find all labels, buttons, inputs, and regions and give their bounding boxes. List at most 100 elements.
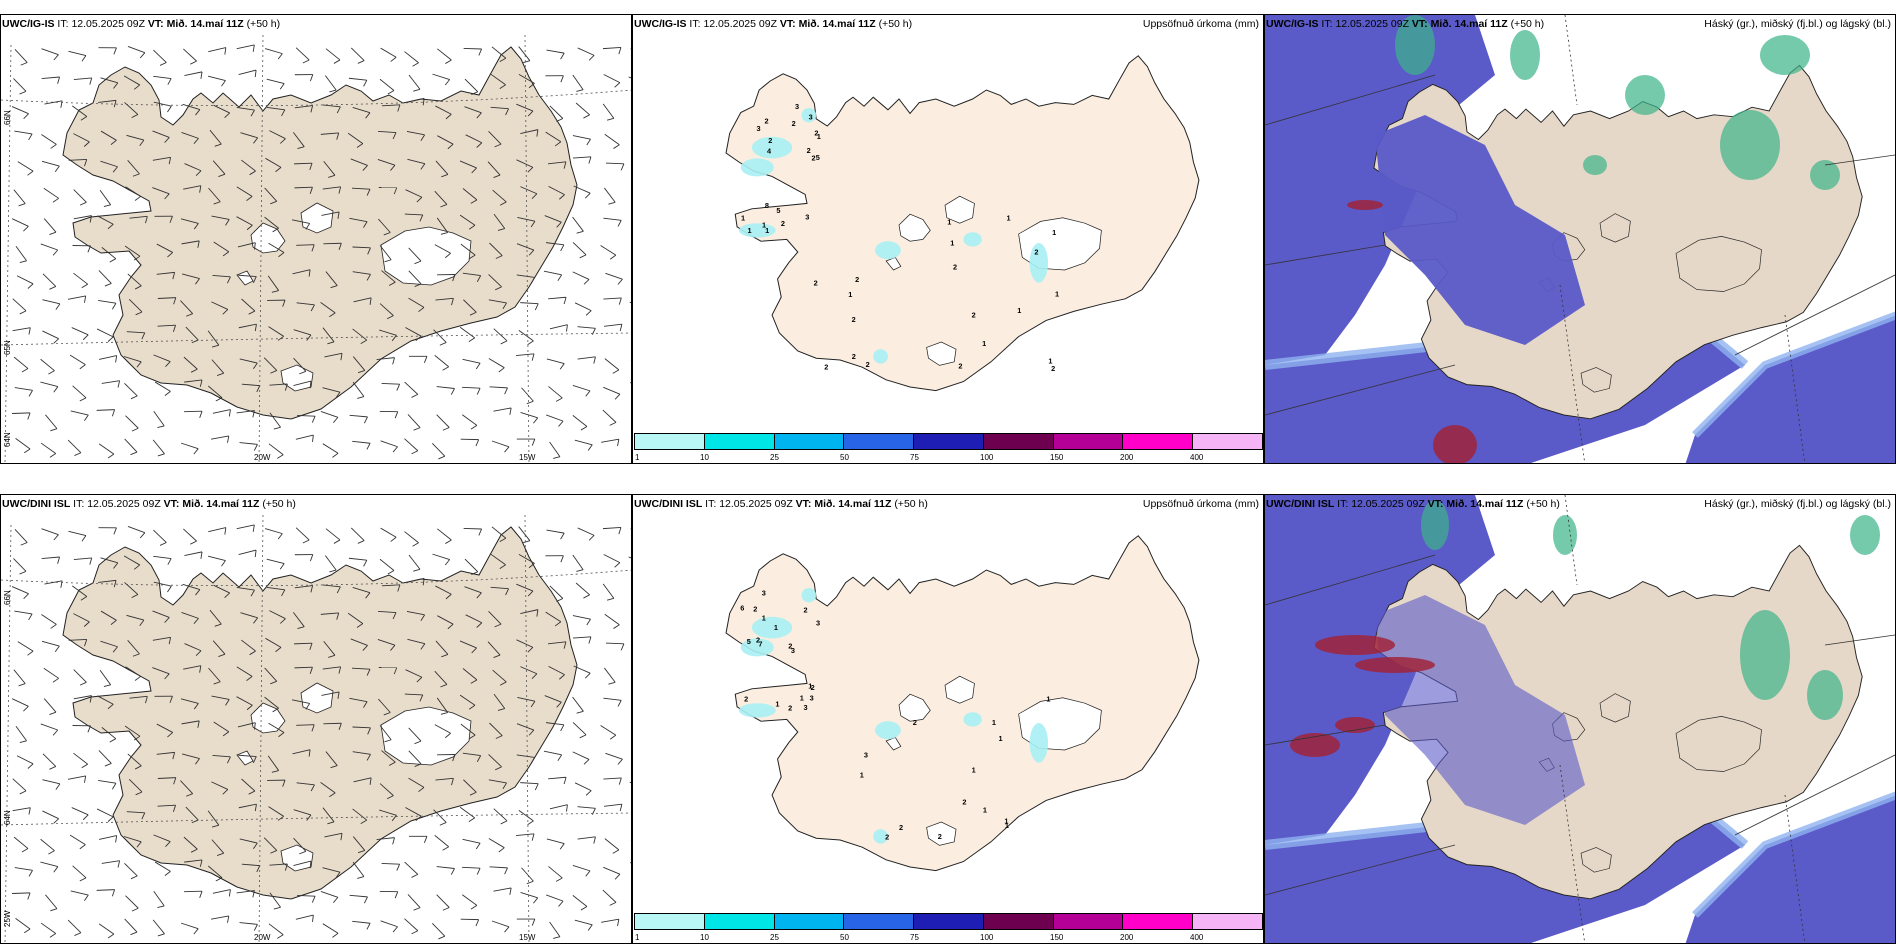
cloud-title: Háský (gr.), miðský (fj.bl.) og lágský (… [1704,18,1891,30]
lon-label-15w: 15W [519,933,536,942]
precip-value-label: 3 [805,213,809,222]
lat-label-65: 65N [3,340,12,355]
legend-swatch [1053,434,1124,449]
precip-value-label: 1 [762,614,766,623]
precip-value-label: 2 [852,315,856,324]
precip-value-label: 3 [795,102,799,111]
precip-value-label: 2 [788,704,792,713]
precip-value-label: 2 [814,278,818,287]
precip-value-label: 3 [762,589,766,598]
panel-title: UWC/IG-IS IT: 12.05.2025 09Z VT: Mið. 14… [634,18,913,30]
legend-swatch [1193,434,1263,449]
precip-value-label: 2 [788,642,792,651]
legend-swatch [774,434,845,449]
precip-value-label: 2 [913,718,917,727]
precip-value-label: 1 [947,218,951,227]
precip-value-label: 1 [1052,228,1056,237]
legend-tick-label: 200 [1120,933,1134,942]
precip-value-label: 5 [747,637,751,646]
precip-value-label: 3 [804,703,808,712]
lon-label-20w: 20W [254,453,271,462]
cloud-title: Háský (gr.), miðský (fj.bl.) og lágský (… [1704,498,1891,510]
legend-tick-label: 200 [1120,453,1134,462]
precip-value-label: 1 [808,681,812,690]
precip-value-label: 7 [758,640,762,649]
precip-value-label: 1 [950,238,954,247]
legend-tick-label: 150 [1050,933,1064,942]
precip-value-label: 3 [791,646,795,655]
precip-value-label: 1 [983,805,987,814]
precip-value-label: 1 [1004,817,1008,826]
precip-value-label: 1 [1046,695,1050,704]
precip-value-label: 3 [816,618,820,627]
lat-label-64: 64N [632,800,635,815]
legend-swatch [1053,914,1124,929]
legend-tick-label: 10 [700,453,709,462]
precip-value-label: 2 [781,219,785,228]
precip-value-label: 3 [864,750,868,759]
precip-value-label: 2 [852,352,856,361]
wind-map-panel-bottom: UWC/DINI ISL IT: 12.05.2025 09Z VT: Mið.… [0,494,632,944]
precip-value-label: 2 [753,605,757,614]
lat-label-66: 66N [3,590,12,605]
lat-label-25w: 25W [3,910,12,927]
legend-tick-label: 75 [910,933,919,942]
precip-legend [634,913,1263,930]
precip-value-label: 1 [747,226,751,235]
precip-value-label: 1 [1006,213,1010,222]
legend-swatch [635,434,705,449]
precip-value-label: 2 [885,833,889,842]
cloud-map-panel-top: UWC/IG-IS IT: 12.05.2025 09Z VT: Mið. 14… [1264,14,1896,464]
legend-tick-label: 100 [980,453,994,462]
precip-value-label: 3 [809,113,813,122]
precip-value-label: 1 [982,339,986,348]
legend-tick-label: 50 [840,453,849,462]
precip-value-label: 5 [776,206,780,215]
panel-title: UWC/IG-IS IT: 12.05.2025 09Z VT: Mið. 14… [2,18,281,30]
legend-tick-label: 25 [770,933,779,942]
precip-value-label: 1 [762,220,766,229]
precip-map-panel-top: UWC/IG-IS IT: 12.05.2025 09Z VT: Mið. 14… [632,14,1264,464]
lat-label-64: 64N [3,432,12,447]
precip-value-label: 6 [740,604,744,613]
precip-value-label: 2 [855,275,859,284]
precip-value-label: 1 [999,734,1003,743]
precip-value-label: 2 [756,636,760,645]
legend-swatch [914,914,984,929]
precip-title: Uppsöfnuð úrkoma (mm) [1142,498,1259,510]
legend-swatch [774,914,845,929]
precip-value-label: 2 [764,117,768,126]
precip-map-panel-bottom: UWC/DINI ISL IT: 12.05.2025 09Z VT: Mið.… [632,494,1264,944]
panel-title: UWC/DINI ISL IT: 12.05.2025 09Z VT: Mið.… [2,498,296,510]
legend-tick-label: 10 [700,933,709,942]
legend-swatch [704,434,775,449]
legend-swatch [1193,914,1263,929]
precip-value-label: 5 [816,153,820,162]
legend-swatch [1123,434,1194,449]
precip-value-label: 2 [824,362,828,371]
precip-value-label: 2 [744,695,748,704]
precip-value-label: 3 [810,694,814,703]
legend-tick-label: 1 [635,933,640,942]
legend-tick-label: 25 [770,453,779,462]
precip-value-label: 2 [792,119,796,128]
legend-tick-label: 100 [980,933,994,942]
precip-value-label: 2 [1034,247,1038,256]
lat-label-66: 66N [632,80,635,95]
precip-value-label: 8 [765,201,769,210]
legend-swatch [635,914,705,929]
precip-value-label: 2 [814,129,818,138]
wind-map [1,495,631,943]
precip-value-label: 2 [807,146,811,155]
precip-value-label: 2 [972,311,976,320]
cloud-map [1265,495,1895,943]
legend-tick-label: 400 [1190,453,1204,462]
precip-value-label: 1 [992,718,996,727]
precip-value-label: 2 [899,823,903,832]
precip-value-label: 1 [800,693,804,702]
legend-swatch [1123,914,1194,929]
precip-value-label: 1 [1048,357,1052,366]
precip-value-label: 2 [804,605,808,614]
